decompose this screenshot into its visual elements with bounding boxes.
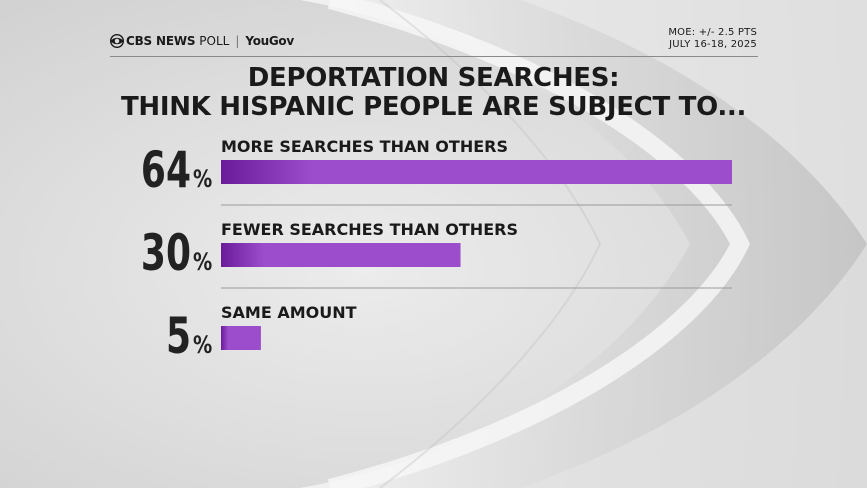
brand-logo: CBS NEWS POLL | YouGov xyxy=(110,34,294,48)
percent-sign: % xyxy=(193,166,212,194)
chart-title: DEPORTATION SEARCHES: xyxy=(247,63,620,93)
margin-of-error: MOE: +/- 2.5 PTS xyxy=(668,27,757,38)
brand-poll: POLL xyxy=(199,34,230,48)
value-label: 5 xyxy=(166,308,191,365)
percent-sign: % xyxy=(193,249,212,277)
chart-title-block: DEPORTATION SEARCHES: THINK HISPANIC PEO… xyxy=(60,64,807,122)
poll-dates: JULY 16-18, 2025 xyxy=(669,39,757,50)
value-label: 30 xyxy=(141,225,191,282)
brand-name: CBS NEWS xyxy=(126,34,196,48)
value-label: 64 xyxy=(141,142,191,199)
chart-subtitle: THINK HISPANIC PEOPLE ARE SUBJECT TO... xyxy=(120,92,747,122)
partner-name: YouGov xyxy=(245,34,294,48)
category-label: SAME AMOUNT xyxy=(221,303,357,322)
category-label: FEWER SEARCHES THAN OTHERS xyxy=(221,220,518,239)
category-label: MORE SEARCHES THAN OTHERS xyxy=(221,137,508,156)
header-divider xyxy=(110,56,758,57)
bar xyxy=(221,160,732,184)
brand-separator: | xyxy=(235,34,240,48)
cbs-eye-icon xyxy=(110,34,124,48)
percent-sign: % xyxy=(193,332,212,360)
bar xyxy=(221,243,461,267)
poll-info: MOE: +/- 2.5 PTS JULY 16-18, 2025 xyxy=(668,27,757,51)
bar xyxy=(221,326,261,350)
